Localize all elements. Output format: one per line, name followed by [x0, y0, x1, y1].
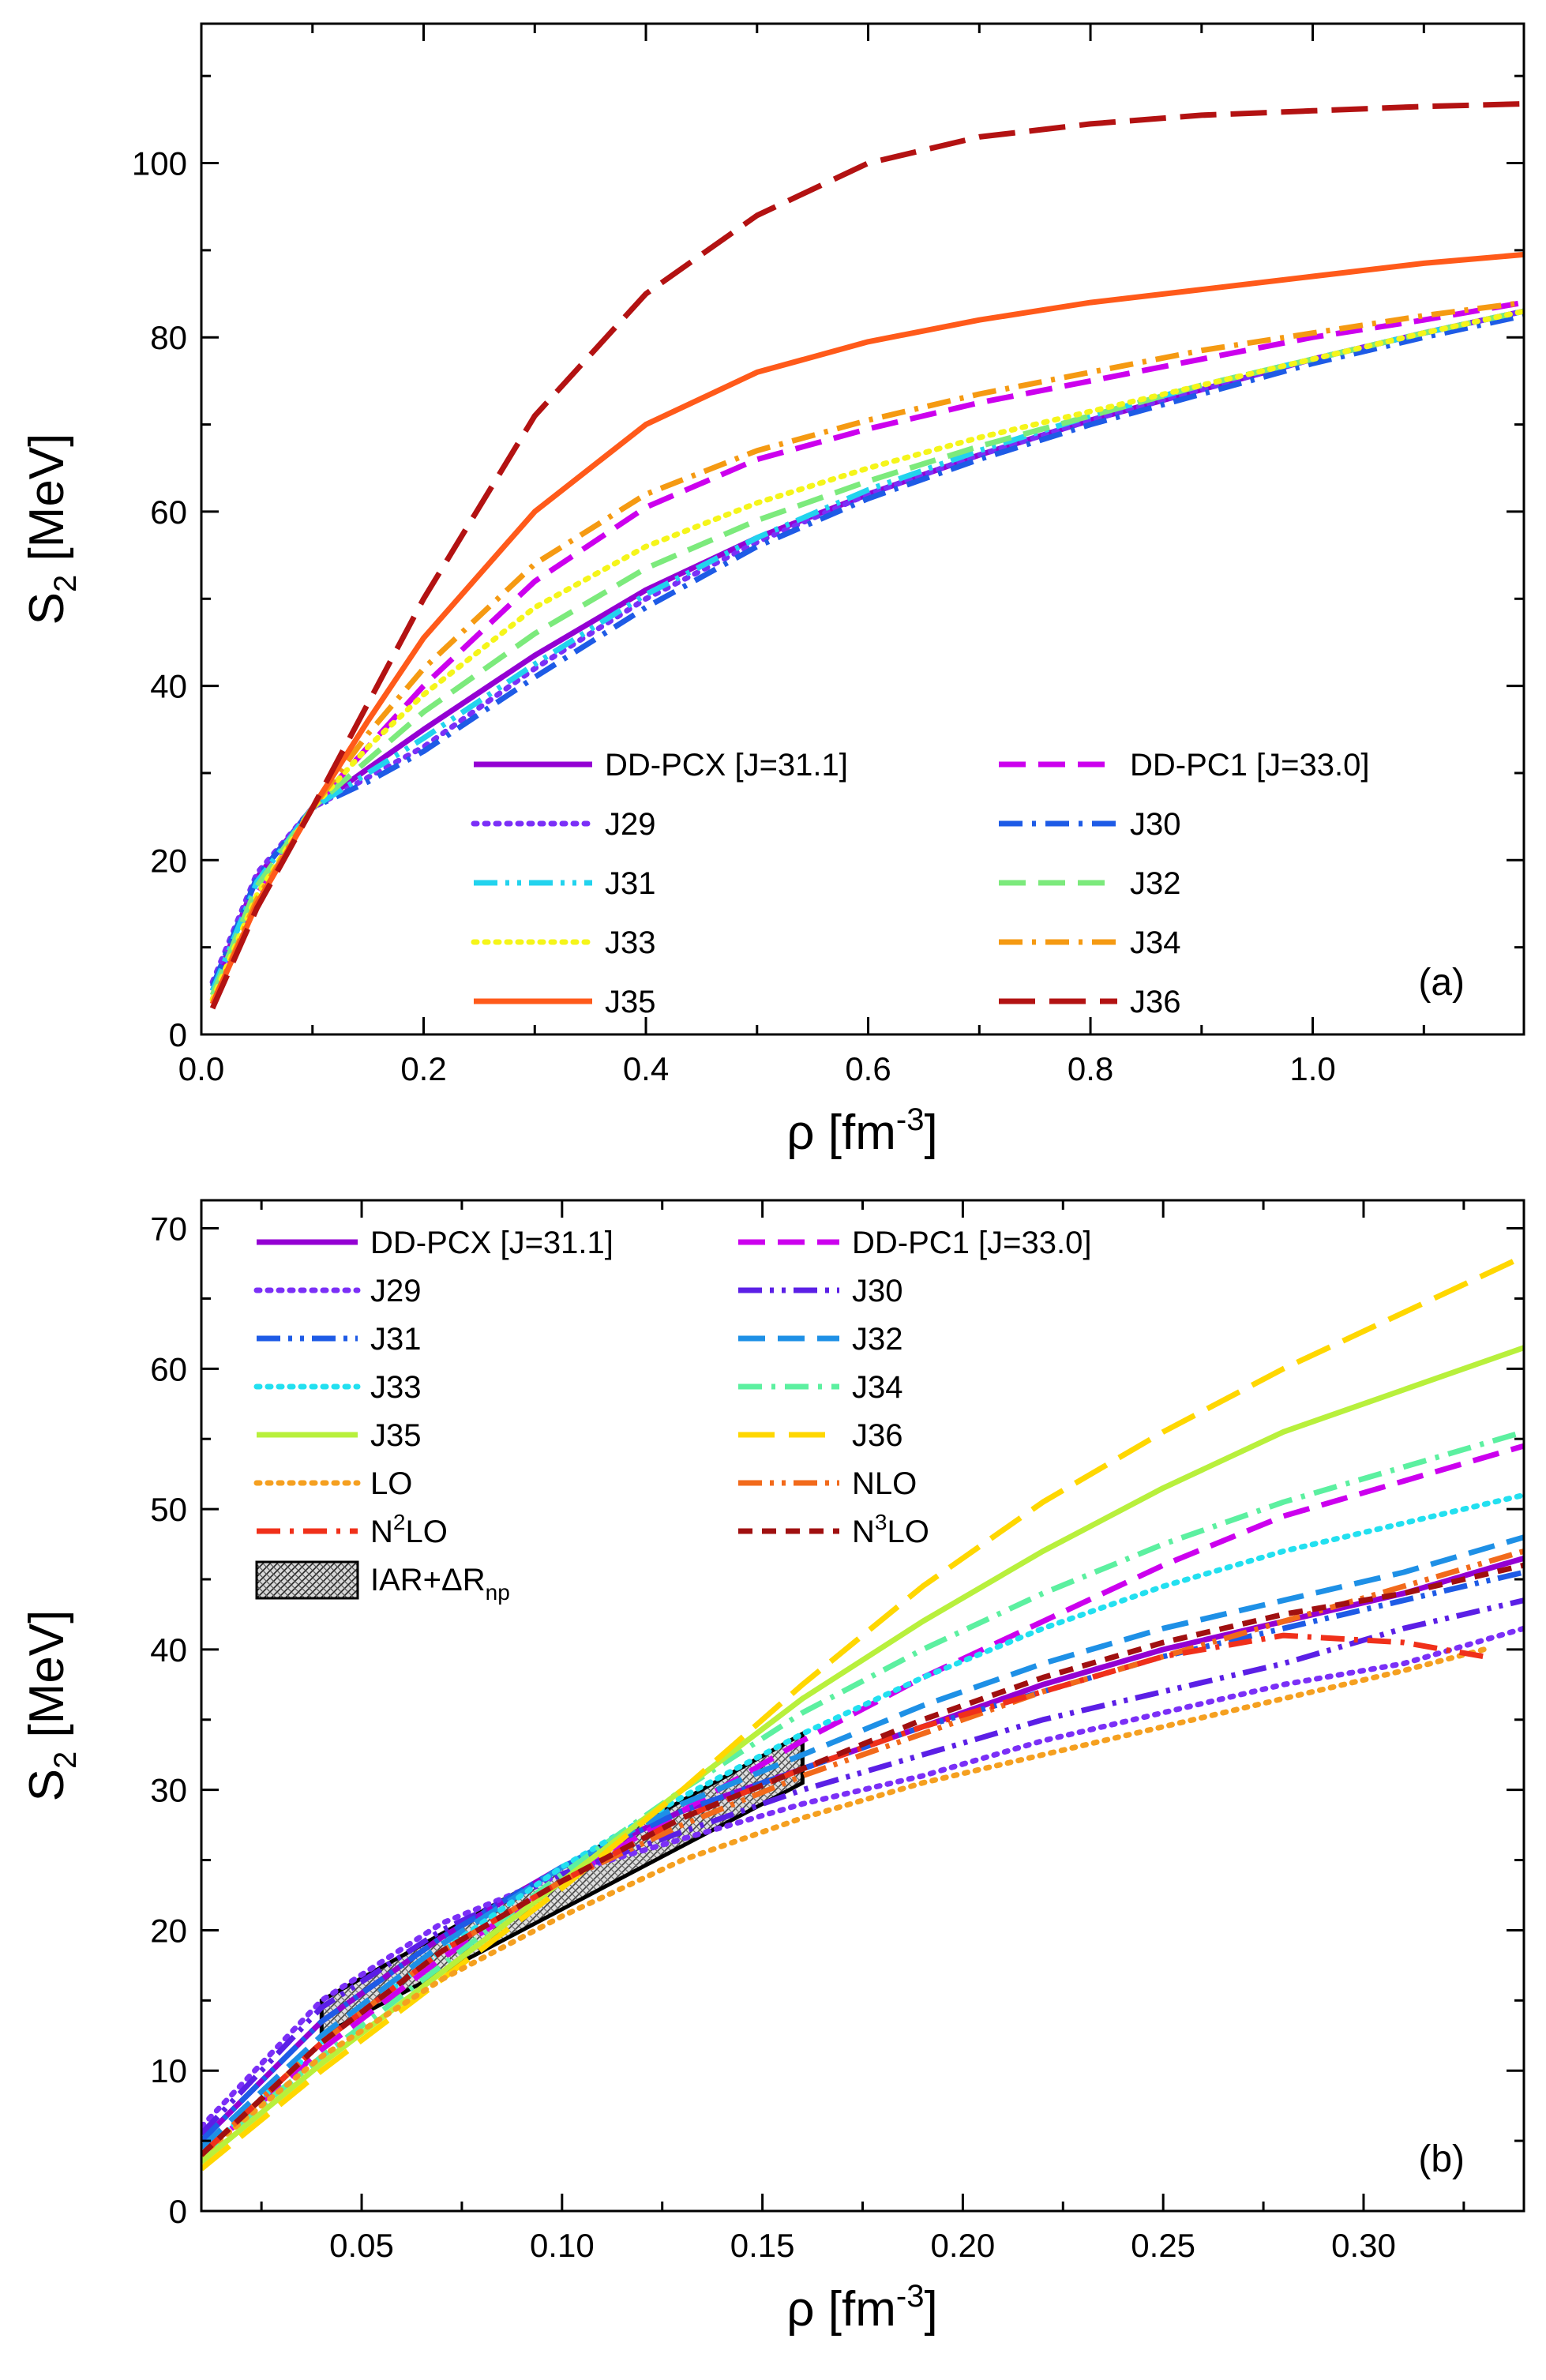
legend-label-b-5: J32 — [852, 1322, 903, 1357]
series-line-b-7 — [201, 1428, 1524, 2157]
series-line-b-10 — [201, 1646, 1487, 2158]
series-line-b-3 — [201, 1597, 1524, 2136]
legend-label-a-5: J32 — [1130, 866, 1181, 901]
legend-label-a-4: J31 — [605, 866, 656, 901]
panel-a-ticks: 0.0 0.2 0.4 0.6 0.8 1.0 0 20 40 60 80 100 — [132, 24, 1524, 1087]
series-line-a-7 — [209, 299, 1524, 1005]
panel-b-xlabel: ρ [fm-3] — [786, 2279, 937, 2337]
y-tick-label-b: 50 — [150, 1491, 187, 1528]
x-tick-label-b: 0.20 — [931, 2227, 996, 2264]
panel-a-legend: DD-PCX [J=31.1] DD-PC1 [J=33.0] J29 J30 J31 J… — [471, 748, 1369, 1019]
y-tick-label-b: 70 — [150, 1211, 187, 1248]
legend-label-b-8: J35 — [370, 1418, 422, 1453]
y-tick-label-b: 30 — [150, 1772, 187, 1809]
x-tick-label-b: 0.30 — [1331, 2227, 1396, 2264]
panel-a-ylabel: S2 [MeV] — [20, 434, 83, 625]
legend-label-b-7: J34 — [852, 1370, 903, 1405]
panel-a-series — [209, 101, 1524, 1010]
x-tick-label-b: 0.15 — [730, 2227, 795, 2264]
legend-label-a-8: J35 — [605, 985, 656, 1019]
y-tick-label-b: 10 — [150, 2052, 187, 2089]
y-tick-label-b: 40 — [150, 1631, 187, 1669]
series-line-b-8 — [201, 1345, 1524, 2164]
x-tick-label-b: 0.05 — [329, 2227, 394, 2264]
series-line-a-0 — [209, 308, 1524, 993]
legend-label-b-10: LO — [370, 1466, 412, 1501]
series-line-a-5 — [209, 308, 1524, 997]
legend-label-a-1: DD-PC1 [J=33.0] — [1130, 748, 1369, 783]
legend-label-a-7: J34 — [1130, 925, 1181, 960]
y-tick-label-b: 20 — [150, 1912, 187, 1949]
panel-a-xlabel: ρ [fm-3] — [786, 1102, 937, 1160]
legend-label-b-12: N2LO — [370, 1510, 448, 1549]
y-tick-label-a: 0 — [169, 1016, 187, 1053]
legend-label-b-3: J30 — [852, 1274, 903, 1308]
series-line-b-5 — [201, 1534, 1524, 2150]
series-line-b-11 — [201, 1549, 1524, 2157]
x-tick-label-b: 0.10 — [530, 2227, 595, 2264]
series-line-b-2 — [201, 1625, 1524, 2130]
panel-a: 0.0 0.2 0.4 0.6 0.8 1.0 0 20 40 60 80 100 DD-PCX [J… — [20, 22, 1525, 1160]
series-line-a-2 — [209, 308, 1524, 985]
legend-label-b-1: DD-PC1 [J=33.0] — [852, 1226, 1091, 1260]
y-tick-label-b: 60 — [150, 1350, 187, 1387]
panel-b-frame — [200, 1199, 1525, 2213]
series-line-b-12 — [201, 1632, 1484, 2157]
y-tick-label-a: 40 — [150, 668, 187, 705]
x-tick-label-b: 0.25 — [1131, 2227, 1195, 2264]
series-line-b-0 — [201, 1555, 1524, 2143]
panel-b-ticks: 0.05 0.10 0.15 0.20 0.25 0.30 0 10 20 30 40 50 60 70 — [150, 1200, 1524, 2264]
panel-b-legend: DD-PCX [J=31.1] DD-PC1 [J=33.0] J29 J30 J31 J… — [253, 1226, 1091, 1605]
legend-label-a-0: DD-PCX [J=31.1] — [605, 748, 848, 783]
x-tick-label-a: 0.2 — [400, 1050, 446, 1087]
panel-a-frame — [200, 22, 1525, 1036]
y-tick-label-a: 100 — [132, 145, 187, 182]
panel-b-series — [201, 1253, 1524, 2172]
panel-b: 0.05 0.10 0.15 0.20 0.25 0.30010203040506070 … — [20, 1199, 1525, 2337]
legend-label-a-3: J30 — [1130, 807, 1181, 842]
x-tick-label-a: 0.0 — [178, 1050, 224, 1087]
series-line-a-4 — [209, 308, 1524, 993]
legend-label-b-9: J36 — [852, 1418, 903, 1453]
legend-label-b-6: J33 — [370, 1370, 422, 1405]
series-line-b-13 — [201, 1562, 1524, 2157]
series-line-a-1 — [209, 299, 1524, 1001]
legend-label-a-6: J33 — [605, 925, 656, 960]
series-line-a-9 — [209, 101, 1524, 1010]
x-tick-label-a: 0.4 — [623, 1050, 669, 1087]
legend-label-b-4: J31 — [370, 1322, 422, 1357]
panel-b-ylabel: S2 [MeV] — [20, 1610, 83, 1802]
y-tick-label-a: 80 — [150, 319, 187, 356]
series-line-a-3 — [209, 313, 1524, 988]
x-tick-label-a: 0.6 — [845, 1050, 891, 1087]
legend-label-b-11: NLO — [852, 1466, 917, 1501]
legend-label-b-0: DD-PCX [J=31.1] — [370, 1226, 614, 1260]
x-tick-label-a: 0.8 — [1068, 1050, 1113, 1087]
legend-label-b-13: N3LO — [852, 1510, 929, 1549]
legend-swatch-band — [255, 1560, 359, 1600]
legend-label-band: IAR+ΔRnp — [370, 1563, 510, 1605]
panel-a-tag: (a) — [1418, 962, 1465, 1004]
legend-label-a-2: J29 — [605, 807, 656, 842]
x-tick-label-a: 1.0 — [1289, 1050, 1335, 1087]
y-tick-label-a: 60 — [150, 494, 187, 531]
y-tick-label-b: 0 — [169, 2193, 187, 2230]
series-line-b-1 — [201, 1443, 1524, 2157]
panel-b-tag: (b) — [1418, 2138, 1465, 2180]
legend-label-b-2: J29 — [370, 1274, 422, 1308]
y-tick-label-a: 20 — [150, 842, 187, 879]
legend-label-a-9: J36 — [1130, 985, 1181, 1019]
series-line-b-9 — [201, 1253, 1524, 2172]
series-line-b-4 — [201, 1569, 1524, 2143]
